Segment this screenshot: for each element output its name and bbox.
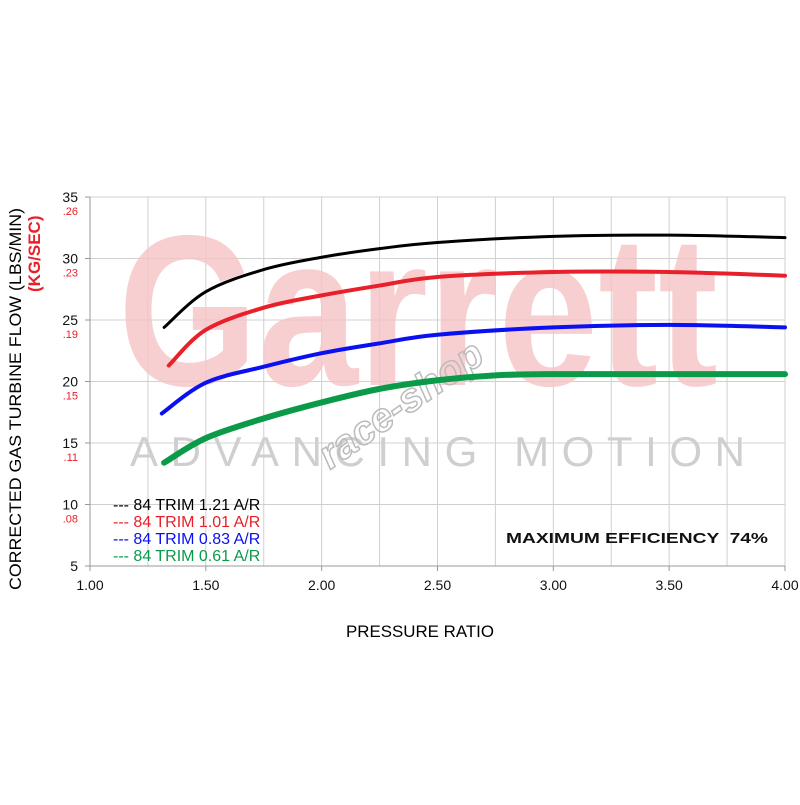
series-line-3 bbox=[159, 322, 787, 416]
x-tick-label: 2.00 bbox=[308, 577, 335, 593]
x-tick-label: 3.00 bbox=[540, 577, 567, 593]
y-tick-label: 25 bbox=[62, 312, 78, 328]
x-tick-label: 1.00 bbox=[76, 577, 103, 593]
legend-item-4: --- 84 TRIM 0.61 A/R bbox=[113, 548, 260, 565]
legend-item-3: --- 84 TRIM 0.83 A/R bbox=[113, 531, 260, 548]
y-axis-title-secondary: (KG/SEC) bbox=[25, 216, 44, 293]
series-line-1 bbox=[162, 233, 787, 329]
series-line-4 bbox=[161, 371, 788, 466]
y-tick-label: 5 bbox=[70, 558, 78, 574]
y-tick-label-secondary: .19 bbox=[63, 329, 78, 341]
max-efficiency-annotation: MAXIMUM EFFICIENCY 74% bbox=[506, 530, 768, 547]
legend-item-1: --- 84 TRIM 1.21 A/R bbox=[113, 497, 260, 514]
y-tick-label-secondary: .26 bbox=[63, 206, 78, 218]
y-tick-label-secondary: .15 bbox=[63, 391, 78, 403]
series-lines bbox=[159, 233, 788, 466]
legend: --- 84 TRIM 1.21 A/R --- 84 TRIM 1.01 A/… bbox=[113, 497, 260, 565]
axes: 1.00 1.50 2.00 2.50 3.00 3.50 4.00 35.26 30.23 25… bbox=[62, 189, 798, 593]
y-tick-label: 35 bbox=[62, 189, 78, 205]
x-tick-label: 3.50 bbox=[656, 577, 683, 593]
x-tick-label: 1.50 bbox=[192, 577, 219, 593]
watermark-logo: Garrett bbox=[118, 190, 718, 431]
y-tick-label-secondary: .11 bbox=[64, 452, 78, 464]
x-tick-label: 4.00 bbox=[771, 577, 798, 593]
y-tick-label: 30 bbox=[62, 251, 78, 267]
y-tick-label-secondary: .08 bbox=[63, 514, 78, 526]
y-tick-label-secondary: .23 bbox=[63, 268, 78, 280]
x-tick-label: 2.50 bbox=[424, 577, 451, 593]
series-line-2 bbox=[166, 269, 787, 368]
y-axis-title: CORRECTED GAS TURBINE FLOW (LBS/MIN) bbox=[6, 208, 25, 590]
y-tick-label: 20 bbox=[62, 374, 78, 390]
legend-item-2: --- 84 TRIM 1.01 A/R bbox=[113, 514, 260, 531]
y-tick-label: 10 bbox=[62, 497, 78, 513]
y-tick-label: 15 bbox=[62, 435, 78, 451]
grid bbox=[90, 196, 786, 566]
x-axis-title: PRESSURE RATIO bbox=[346, 622, 494, 641]
